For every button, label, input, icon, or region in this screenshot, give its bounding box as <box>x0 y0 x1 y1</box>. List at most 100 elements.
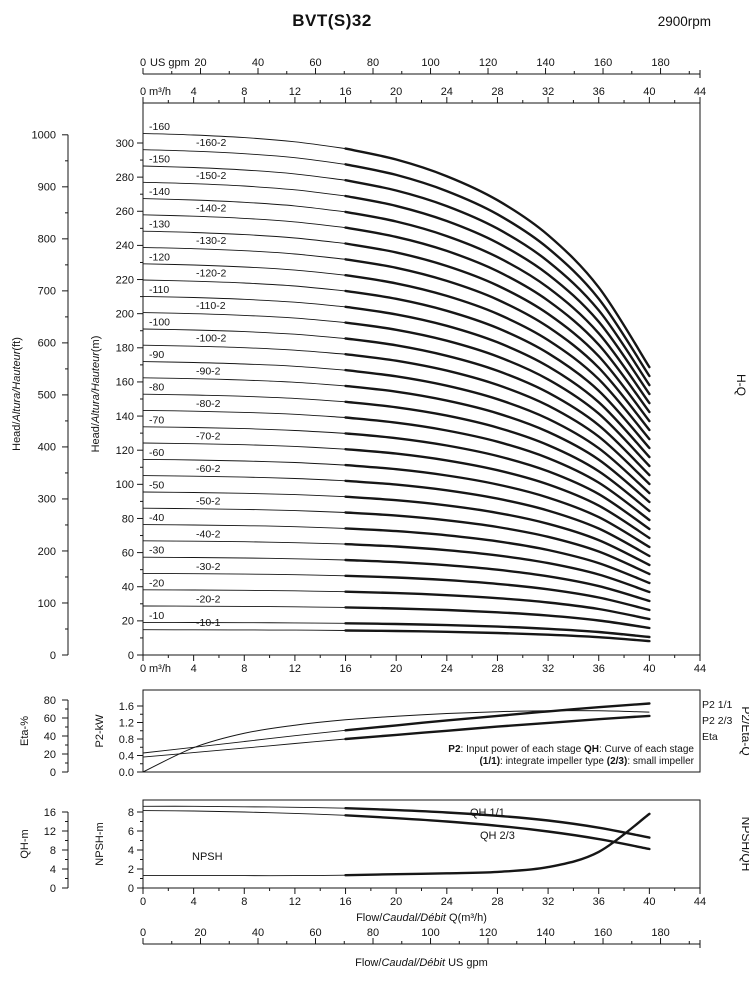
head-m-axis-tick-label: 60 <box>122 547 134 559</box>
curve-QH-2-3-bold <box>344 814 651 851</box>
top-m3h-axis-tick-label: 12 <box>289 86 301 98</box>
hq-curve-label: -120-2 <box>196 268 227 280</box>
head-m-axis-tick-label: 140 <box>116 411 134 423</box>
head-ft-axis-tick-label: 900 <box>38 182 56 194</box>
hq-curve--80-bold <box>344 400 651 513</box>
hq-curve--130-bold <box>344 242 651 423</box>
hq-curve--150-thin <box>142 165 346 181</box>
hq-curve--120-bold <box>344 274 651 441</box>
hq-curve-label: -120 <box>149 251 170 263</box>
npsh-axis-tick-label: 6 <box>128 826 134 838</box>
hq-curve-label: -160 <box>149 121 170 133</box>
eta-axis-tick-label: 20 <box>44 749 56 761</box>
bottom-gpm-axis-tick-label: 0 <box>140 927 146 939</box>
top-gpm-axis-tick-label: 180 <box>651 57 669 69</box>
hq-curve-label: -50-2 <box>196 496 221 508</box>
top-m3h-axis-tick-label: 8 <box>241 86 247 98</box>
hq-curve--10-1-bold <box>344 629 651 643</box>
curve-QH-1-1-thin <box>142 805 346 809</box>
top-m3h-axis-tick-label: 36 <box>593 86 605 98</box>
hq-curve--80-2-bold <box>344 416 651 522</box>
hq-curve--50-2-bold <box>344 511 651 576</box>
npsh-axis-tick-label: 2 <box>128 864 134 876</box>
hq-curve--30-2-thin <box>142 572 346 577</box>
main-bottom-m3h-axis-tick-label: 4 <box>191 663 197 675</box>
qh-axis-tick-label: 16 <box>44 807 56 819</box>
bottom-gpm-axis-tick-label: 120 <box>479 927 497 939</box>
bottom-gpm-axis: 0 20 40 60 80 100 120 140 160 180 Flow/Caudal/Débi… <box>140 927 701 969</box>
hq-curve--90-bold <box>344 368 651 495</box>
hq-curve--130-2-thin <box>142 246 346 260</box>
eta-axis-tick-label: 60 <box>44 713 56 725</box>
hq-curve--100-thin <box>142 328 346 339</box>
hq-curve--70-2-thin <box>142 442 346 450</box>
hq-curve--40-thin <box>142 524 346 529</box>
hq-curve-label: -150-2 <box>196 170 227 182</box>
bottom-gpm-axis-tick-label: 20 <box>194 927 206 939</box>
hq-curve-label: -60-2 <box>196 463 221 475</box>
curve-P2-2-3-bold <box>344 714 651 741</box>
main-bottom-m3h-axis-tick-label: 36 <box>593 663 605 675</box>
hq-curve--140-thin <box>142 198 346 213</box>
hq-curve--120-thin <box>142 263 346 276</box>
p2-axis-tick-label: 0.0 <box>119 767 134 779</box>
main-bottom-m3h-axis-tick-label: 40 <box>643 663 655 675</box>
npshqh-side-label: NPSH/QH <box>739 817 749 872</box>
hq-curve--20-2-bold <box>344 606 651 630</box>
curve-label-1: P2 1/1 <box>702 699 733 711</box>
p2-axis-tick-label: 0.8 <box>119 734 134 746</box>
eta-axis-tick-label: 80 <box>44 695 56 707</box>
curve-label-NPSH: NPSH <box>192 851 223 863</box>
hq-curve--110-thin <box>142 295 346 308</box>
p2-axis-tick-label: 0.4 <box>119 750 134 762</box>
npsh-axis-tick-label: 0 <box>128 883 134 895</box>
bottom-m3h-axis-tick-label: 40 <box>643 896 655 908</box>
bottom-m3h-axis-tick-label: 4 <box>191 896 197 908</box>
main-bottom-m3h-axis-tick-label: 8 <box>241 663 247 675</box>
hq-curve--60-thin <box>142 458 346 466</box>
hq-curve--20-2-thin <box>142 605 346 608</box>
hq-curve--80-thin <box>142 393 346 403</box>
head-m-axis-tick-label: 160 <box>116 377 134 389</box>
qh-axis-tick-label: 12 <box>44 826 56 838</box>
hq-side-label: H-Q <box>734 374 748 396</box>
curve-label-3: Eta <box>702 731 718 743</box>
bottom-gpm-axis-tick-label: 60 <box>309 927 321 939</box>
hq-curve--20-thin <box>142 589 346 593</box>
hq-curve-label: -20-2 <box>196 594 221 606</box>
head-m-axis-tick-label: 40 <box>122 582 134 594</box>
npsh-axis-title: NPSH-m <box>94 822 106 865</box>
top-gpm-axis-unit: US gpm <box>150 57 190 69</box>
hq-curve-label: -40-2 <box>196 528 221 540</box>
head-ft-axis-tick-label: 800 <box>38 234 56 246</box>
bottom-gpm-axis-tick-label: 40 <box>252 927 264 939</box>
top-m3h-axis-tick-label: 4 <box>191 86 197 98</box>
qh-axis-tick-label: 8 <box>50 845 56 857</box>
head-m-axis-tick-label: 20 <box>122 616 134 628</box>
qh-axis-tick-label: 0 <box>50 883 56 895</box>
bottom-m3h-axis-tick-label: 36 <box>593 896 605 908</box>
eta-axis-title: Eta-% <box>19 716 31 746</box>
curve-Eta <box>142 710 650 773</box>
hq-curve-label: -160-2 <box>196 137 227 149</box>
hq-curve--60-2-thin <box>142 475 346 482</box>
head-m-axis-tick-label: 80 <box>122 513 134 525</box>
hq-curve-label: -100 <box>149 317 170 329</box>
p2-eta-chart: 0 20 40 60 80 0.0 0.4 0.8 1.2 1.6 Eta-% P2-kW P2/Eta… <box>19 689 749 779</box>
bottom-gpm-axis-tick-label: 80 <box>367 927 379 939</box>
p2-axis-title: P2-kW <box>94 714 106 748</box>
top-gpm-axis-tick-label: 140 <box>536 57 554 69</box>
hq-curve-label: -130-2 <box>196 235 227 247</box>
flow-axis-title-gpm: Flow/Caudal/Débit US gpm <box>355 957 488 969</box>
hq-curve-label: -60 <box>149 447 164 459</box>
hq-curve-label: -70 <box>149 414 164 426</box>
hq-curve--70-bold <box>344 432 651 531</box>
p2-axis-tick-label: 1.6 <box>119 701 134 713</box>
bottom-gpm-axis-tick-label: 100 <box>421 927 439 939</box>
curve-label-2: P2 2/3 <box>702 715 733 727</box>
hq-curve--90-2-thin <box>142 377 346 387</box>
bottom-m3h-axis-tick-label: 12 <box>289 896 301 908</box>
